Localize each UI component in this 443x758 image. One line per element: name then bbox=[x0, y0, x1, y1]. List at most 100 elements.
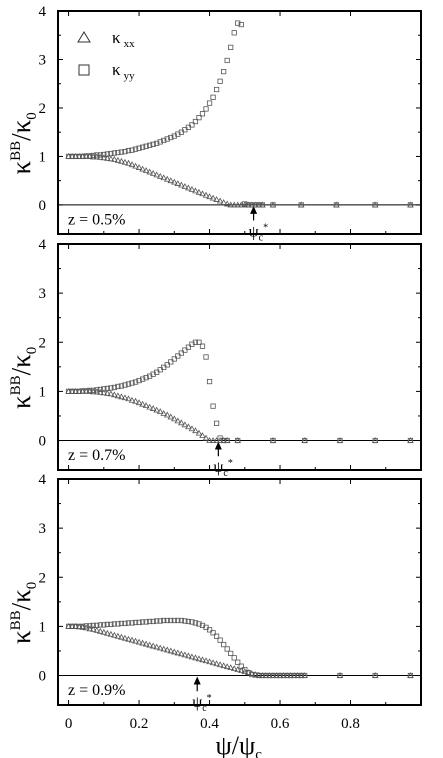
point-kyy bbox=[224, 646, 230, 652]
point-kxx bbox=[199, 656, 206, 663]
point-kxx bbox=[132, 637, 139, 644]
point-kxx bbox=[153, 171, 160, 178]
point-kxx bbox=[121, 394, 129, 401]
y-tick-label: 4 bbox=[39, 472, 47, 488]
legend-triangle-icon bbox=[77, 31, 91, 43]
point-kxx bbox=[121, 158, 129, 165]
point-kyy bbox=[185, 618, 191, 625]
point-kxx bbox=[104, 629, 111, 636]
point-kxx bbox=[213, 196, 220, 202]
point-kxx bbox=[195, 188, 203, 195]
y-tick-label: 1 bbox=[39, 619, 47, 635]
plot-frame bbox=[57, 478, 422, 706]
point-kxx bbox=[156, 172, 164, 179]
point-kxx bbox=[142, 167, 150, 173]
point-kxx bbox=[174, 649, 182, 656]
point-kyy bbox=[101, 151, 107, 158]
point-kxx bbox=[86, 625, 94, 632]
y-axis-label: κBB/κ0 bbox=[6, 112, 40, 174]
point-kyy bbox=[65, 623, 72, 629]
point-kxx bbox=[111, 391, 118, 398]
point-kyy bbox=[249, 202, 255, 208]
point-kyy bbox=[139, 619, 146, 625]
point-kyy bbox=[178, 350, 184, 356]
point-kyy bbox=[266, 672, 273, 679]
point-kxx bbox=[171, 648, 178, 655]
critical-arrow-head bbox=[214, 441, 222, 450]
point-kyy bbox=[333, 202, 340, 208]
point-kyy bbox=[164, 617, 170, 624]
point-kyy bbox=[199, 343, 206, 349]
point-kxx bbox=[195, 655, 203, 662]
y-tick-label: 2 bbox=[39, 101, 47, 117]
point-kyy bbox=[337, 672, 343, 679]
point-kyy bbox=[80, 388, 86, 394]
point-kxx bbox=[125, 159, 132, 166]
point-kyy bbox=[90, 387, 96, 394]
point-kxx bbox=[135, 638, 143, 645]
point-kxx bbox=[192, 654, 199, 661]
point-kxx bbox=[100, 154, 108, 161]
y-tick-label: 4 bbox=[39, 4, 47, 20]
point-kyy bbox=[111, 384, 117, 391]
point-kyy bbox=[407, 437, 414, 444]
point-kyy bbox=[302, 672, 308, 679]
y-tick-label: 2 bbox=[39, 335, 47, 351]
y-tick-label: 3 bbox=[39, 286, 47, 302]
point-kyy bbox=[168, 617, 174, 624]
point-kyy bbox=[337, 437, 343, 444]
point-kyy bbox=[217, 78, 223, 84]
point-kyy bbox=[76, 153, 82, 160]
point-kyy bbox=[372, 437, 378, 444]
point-kyy bbox=[73, 623, 79, 629]
point-kyy bbox=[143, 143, 149, 149]
point-kyy bbox=[231, 30, 237, 36]
point-kxx bbox=[139, 165, 146, 172]
point-kxx bbox=[220, 662, 227, 669]
point-kxx bbox=[160, 645, 168, 652]
point-kyy bbox=[302, 437, 308, 444]
point-kxx bbox=[135, 399, 143, 406]
point-kxx bbox=[153, 643, 160, 650]
point-kxx bbox=[178, 181, 185, 188]
point-kyy bbox=[101, 622, 107, 628]
point-kxx bbox=[206, 658, 213, 665]
point-kxx bbox=[114, 632, 122, 639]
point-kxx bbox=[185, 184, 192, 191]
point-kxx bbox=[142, 402, 150, 409]
point-kyy bbox=[206, 100, 213, 106]
point-kxx bbox=[216, 197, 224, 204]
y-tick-label: 2 bbox=[39, 570, 47, 586]
point-kxx bbox=[216, 661, 224, 668]
y-axis-label: κBB/κ0 bbox=[6, 347, 40, 409]
point-kyy bbox=[125, 620, 132, 626]
point-kyy bbox=[73, 388, 79, 394]
point-kyy bbox=[139, 144, 146, 150]
point-kyy bbox=[108, 621, 114, 628]
point-kxx bbox=[146, 403, 153, 410]
legend-label: κ yy bbox=[112, 60, 135, 82]
point-kyy bbox=[157, 618, 163, 624]
point-kyy bbox=[139, 376, 146, 382]
point-kxx bbox=[185, 652, 192, 659]
point-kyy bbox=[210, 94, 216, 100]
point-kyy bbox=[175, 353, 181, 359]
point-kxx bbox=[223, 200, 231, 207]
point-kyy bbox=[270, 672, 276, 679]
point-kxx bbox=[202, 434, 210, 441]
point-kxx bbox=[107, 155, 115, 162]
point-kyy bbox=[284, 672, 290, 679]
point-kyy bbox=[203, 354, 209, 360]
point-kxx bbox=[171, 178, 178, 185]
point-kyy bbox=[111, 621, 117, 627]
point-kyy bbox=[69, 623, 75, 629]
point-kxx bbox=[104, 389, 111, 396]
point-kyy bbox=[252, 202, 258, 208]
point-kyy bbox=[104, 151, 110, 157]
point-kyy bbox=[136, 145, 142, 151]
point-kyy bbox=[224, 437, 230, 444]
y-tick-label: 1 bbox=[39, 384, 47, 400]
point-kyy bbox=[259, 672, 266, 679]
point-kyy bbox=[256, 672, 262, 679]
point-kyy bbox=[249, 671, 255, 678]
